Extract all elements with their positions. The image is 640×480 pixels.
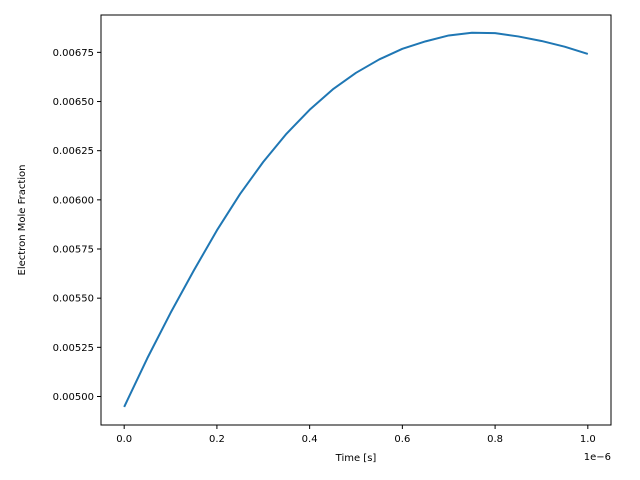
x-tick-label: 0.8 xyxy=(487,434,503,445)
x-tick-label: 0.4 xyxy=(302,434,318,445)
y-tick-label: 0.00500 xyxy=(53,392,94,403)
y-tick-label: 0.00550 xyxy=(53,294,94,305)
x-tick-label: 1.0 xyxy=(580,434,596,445)
x-tick-label: 0.2 xyxy=(209,434,225,445)
x-tick-label: 0.6 xyxy=(394,434,410,445)
y-tick-label: 0.00525 xyxy=(53,343,94,354)
y-tick-label: 0.00650 xyxy=(53,97,94,108)
y-axis-label: Electron Mole Fraction xyxy=(17,165,28,276)
y-tick-label: 0.00625 xyxy=(53,146,94,157)
y-tick-label: 0.00675 xyxy=(53,48,94,59)
series-line-0 xyxy=(123,31,589,408)
axes-frame xyxy=(100,14,612,426)
x-axis-label: Time [s] xyxy=(335,453,377,464)
y-tick-label: 0.00575 xyxy=(53,245,94,256)
x-tick-label: 0.0 xyxy=(116,434,132,445)
y-tick-label: 0.00600 xyxy=(53,195,94,206)
x-axis-offset-label: 1e−6 xyxy=(584,452,611,463)
